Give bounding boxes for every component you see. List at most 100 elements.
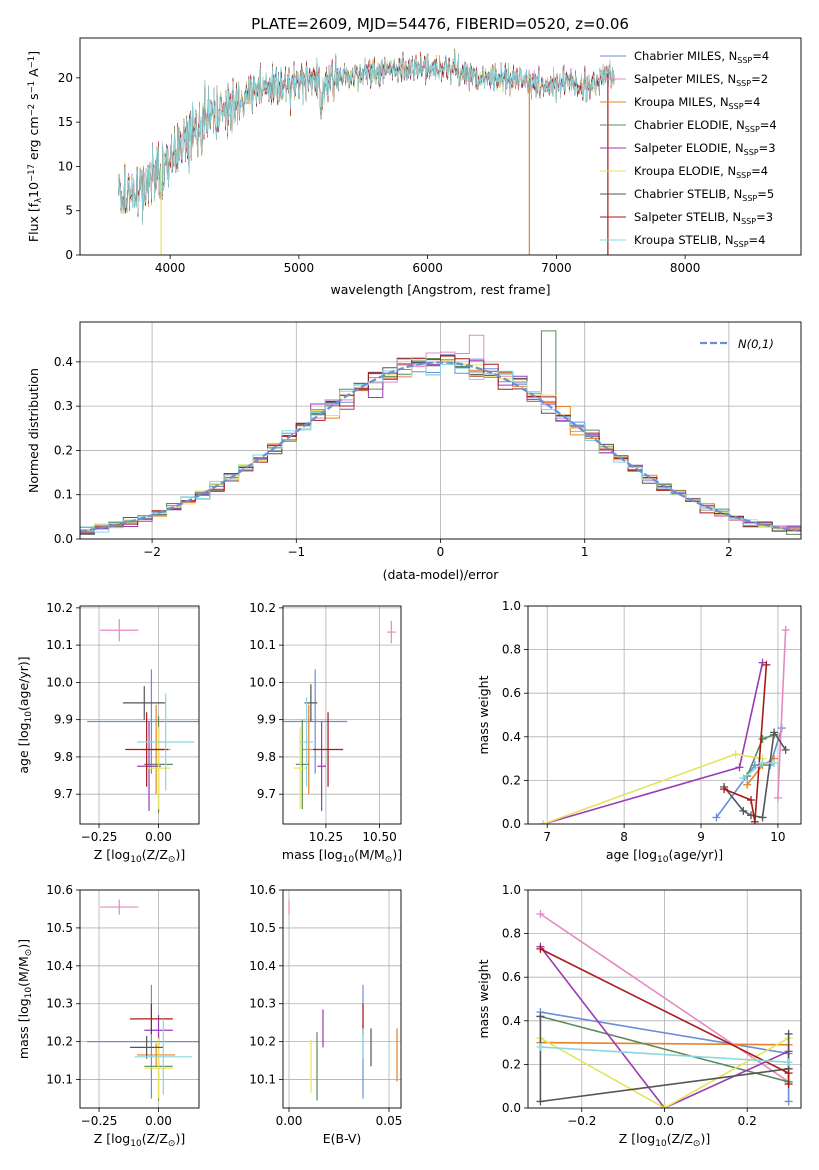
ylabel-part: mass [log <box>16 998 31 1059</box>
y-tick-label: 1.0 <box>502 599 521 613</box>
ylabel-part: Flux [f <box>26 202 41 242</box>
z-vs-age-axes: −0.25 0.00 9.7 9.8 9.9 10.0 10.1 10.2 <box>46 601 199 844</box>
z-vs-weight-series <box>536 909 793 1108</box>
z-vs-weight-ylabel: mass weight <box>476 959 491 1038</box>
z-vs-weight-xlabel: Z [log10(Z/Z⊙)] <box>619 1131 710 1149</box>
y-tick-label: 0.4 <box>502 1014 521 1028</box>
x-tick-label: 9 <box>697 830 705 844</box>
xlabel-part: )] <box>175 1131 185 1146</box>
z-vs-mass-points <box>87 899 199 1101</box>
y-tick-label: 0.8 <box>502 927 521 941</box>
spectrum-xlabel: wavelength [Angstrom, rest frame] <box>330 282 550 297</box>
y-tick-label: 10.2 <box>249 1035 276 1049</box>
ylabel-part: erg cm <box>26 116 41 164</box>
y-tick-label: 0.2 <box>502 773 521 787</box>
residuals-frame <box>79 321 802 540</box>
legend-sub: SSP <box>737 56 752 65</box>
xlabel-part: 10 <box>343 855 355 865</box>
xlabel-part: (Z/Z <box>667 1131 693 1146</box>
ylabel-part: )] <box>16 939 31 949</box>
legend-sub: SSP <box>736 171 751 180</box>
y-tick-label: 10.0 <box>46 675 73 689</box>
y-tick-label: 9.9 <box>54 713 73 727</box>
xlabel-part: ⊙ <box>168 855 176 865</box>
legend-text: Chabrier MILES, N <box>634 49 737 63</box>
z-vs-mass-ylabel: mass [log10(M/M⊙)] <box>16 939 34 1059</box>
x-tick-label: 6000 <box>412 261 443 275</box>
y-tick-label: 0.3 <box>54 399 73 413</box>
legend-text: Kroupa ELODIE, N <box>634 164 736 178</box>
y-tick-label: 0.6 <box>502 970 521 984</box>
x-tick-label: 2 <box>725 545 733 559</box>
x-tick-label: 8000 <box>670 261 701 275</box>
y-tick-label: 0.1 <box>54 488 73 502</box>
y-tick-label: 9.7 <box>54 787 73 801</box>
y-tick-label: 0.0 <box>502 817 521 831</box>
xlabel-part: 10 <box>130 855 142 865</box>
legend-sub: SSP <box>744 148 759 157</box>
weight-line-5 <box>543 753 763 824</box>
ylabel-part: 10 <box>26 182 41 198</box>
x-tick-label: 0 <box>437 545 445 559</box>
y-tick-label: 0.4 <box>502 730 521 744</box>
y-tick-label: 10.1 <box>249 638 276 652</box>
y-tick-label: 10.2 <box>46 601 73 615</box>
x-tick-label: −0.2 <box>567 1114 596 1128</box>
y-tick-label: 10 <box>58 159 73 173</box>
mass-vs-age-frame <box>282 605 402 825</box>
y-tick-label: 0.8 <box>502 643 521 657</box>
xlabel-part: (Z/Z <box>142 1131 168 1146</box>
xlabel-part: Z [log <box>94 1131 130 1146</box>
y-tick-label: 15 <box>58 115 73 129</box>
weight-line-8 <box>540 1046 789 1063</box>
legend-nssp: =5 <box>757 187 774 201</box>
residuals-ylabel: Normed distribution <box>26 368 41 493</box>
xlabel-part: E(B-V) <box>323 1131 362 1146</box>
spectrum-lines <box>118 48 615 255</box>
x-tick-label: 0.0 <box>655 1114 674 1128</box>
x-tick-label: 0.00 <box>145 830 172 844</box>
spectrum-axes: 4000 5000 6000 7000 8000 0 5 10 15 20 <box>58 71 701 275</box>
mass-vs-age-points <box>283 620 396 811</box>
y-tick-label: 10.4 <box>46 959 73 973</box>
y-tick-label: 0.0 <box>54 532 73 546</box>
ylabel-part: (M/M <box>16 956 31 987</box>
ylabel-part: ] <box>26 51 41 56</box>
y-tick-label: 0.4 <box>54 355 73 369</box>
mass-vs-age-axes: 10.25 10.50 9.7 9.8 9.9 10.0 10.1 10.2 <box>249 601 401 844</box>
xlabel-part: (Z/Z <box>142 847 168 862</box>
age-vs-weight-ylabel: mass weight <box>476 675 491 754</box>
ylabel-part: 10 <box>24 987 34 999</box>
residuals-axes: −2 −1 0 1 2 0.0 0.1 0.2 0.3 0.4 <box>54 322 801 559</box>
x-tick-label: −0.25 <box>81 1114 118 1128</box>
legend-nssp: =3 <box>756 210 773 224</box>
x-tick-label: 8 <box>620 830 628 844</box>
legend-text: Chabrier ELODIE, N <box>634 118 745 132</box>
y-tick-label: 10.1 <box>46 638 73 652</box>
legend-label: Salpeter STELIB, NSSP=3 <box>634 210 773 226</box>
xlabel-part: ⊙ <box>693 1139 701 1149</box>
figure-title: PLATE=2609, MJD=54476, FIBERID=0520, z=0… <box>251 15 629 33</box>
legend-sub: SSP <box>734 240 749 249</box>
mass-vs-age-xlabel: mass [log10(M/M⊙)] <box>282 847 402 865</box>
legend-label: Chabrier MILES, NSSP=4 <box>634 49 769 65</box>
y-tick-label: 9.9 <box>257 713 276 727</box>
residual-steps <box>80 330 801 535</box>
weight-line-7 <box>723 664 768 822</box>
x-tick-label: 10 <box>770 830 785 844</box>
xlabel-part: )] <box>175 847 185 862</box>
x-tick-label: 0.05 <box>376 1114 403 1128</box>
weight-line-4 <box>539 946 789 1108</box>
x-tick-label: 10.25 <box>309 830 343 844</box>
y-tick-label: 0.2 <box>54 443 73 457</box>
legend-label: Kroupa ELODIE, NSSP=4 <box>634 164 768 180</box>
ebv-vs-mass-axes: 0.00 0.05 10.1 10.2 10.3 10.4 10.5 10.6 <box>249 883 402 1128</box>
z-vs-age-points <box>87 619 199 813</box>
xlabel-part: mass [log <box>282 847 343 862</box>
legend-sub: SSP <box>745 125 760 134</box>
xlabel-part: 10 <box>130 1139 142 1149</box>
x-tick-label: 5000 <box>284 261 315 275</box>
y-tick-label: 10.4 <box>249 959 276 973</box>
x-tick-label: 0.00 <box>276 1114 303 1128</box>
